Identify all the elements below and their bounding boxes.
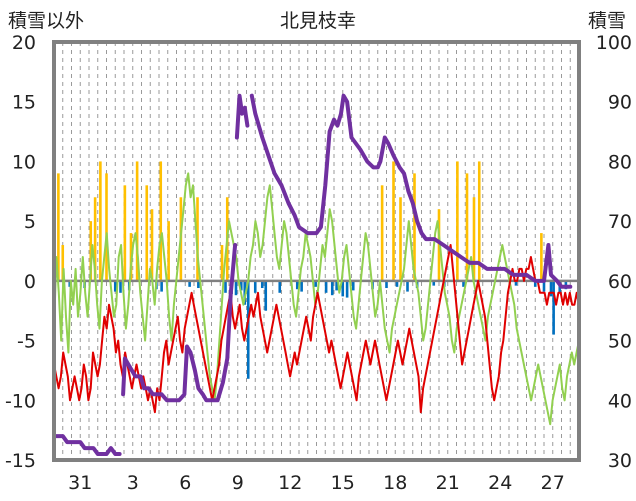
snowfall-bar — [220, 245, 224, 281]
precip-bar — [324, 280, 328, 293]
plot-frame — [52, 40, 581, 462]
precip-bar — [113, 280, 117, 292]
left-axis-label: 積雪以外 — [8, 10, 84, 32]
snowfall-bar — [99, 161, 102, 281]
precip-bar — [514, 280, 518, 286]
precip-bar — [246, 280, 250, 379]
right-tick-label: 80 — [608, 151, 632, 173]
left-tick-label: 10 — [12, 151, 36, 173]
precip-bar — [314, 280, 317, 287]
x-tick-label: 6 — [179, 472, 191, 494]
precip-bar — [385, 280, 388, 289]
snowfall-bar — [159, 161, 163, 281]
left-tick-label: 15 — [12, 92, 36, 114]
precip-bar — [462, 280, 465, 287]
precip-bar — [552, 280, 555, 335]
precip-bar — [335, 280, 338, 291]
precip-bar — [197, 280, 200, 289]
x-tick-label: 24 — [488, 472, 512, 494]
precip-bar — [330, 280, 334, 296]
precip-bar — [406, 280, 409, 292]
left-axis-ticks: 20 15 10 5 0 -5 -10 -15 — [5, 32, 36, 472]
right-axis-label: 積雪 — [588, 10, 626, 32]
left-tick-label: -5 — [17, 331, 36, 353]
x-tick-label: 15 — [331, 472, 355, 494]
precip-bar — [351, 280, 355, 291]
snowfall-bar — [399, 197, 402, 281]
right-tick-label: 50 — [608, 331, 632, 353]
precip-bar — [239, 280, 243, 291]
snowfall-bar — [150, 209, 154, 281]
precip-bar — [234, 280, 238, 296]
chart-title: 北見枝幸 — [280, 10, 356, 32]
x-tick-label: 12 — [278, 472, 302, 494]
precip-bar — [345, 280, 349, 298]
precip-bar — [542, 280, 546, 292]
precip-bar — [224, 280, 227, 293]
left-tick-label: 5 — [24, 211, 36, 233]
right-tick-label: 30 — [608, 450, 632, 472]
snowfall-bar — [105, 173, 108, 281]
precip-bar — [253, 280, 257, 293]
right-tick-label: 90 — [608, 92, 632, 114]
precip-bar — [300, 280, 303, 292]
x-tick-label: 21 — [436, 472, 460, 494]
precip-bar — [160, 280, 163, 292]
snowfall-bar — [123, 185, 127, 281]
snowfall-bar — [380, 185, 384, 281]
snowfall-bar — [167, 221, 170, 281]
snowfall-bar — [540, 233, 543, 281]
left-tick-label: -15 — [5, 450, 36, 472]
snow-depth-line — [121, 243, 238, 403]
precip-bar — [188, 280, 191, 287]
precip-bar — [278, 280, 282, 293]
precip-bar — [260, 280, 264, 289]
snowfall-bar — [89, 221, 93, 281]
x-axis-ticks: 31 3 6 9 12 15 18 21 24 27 — [68, 472, 565, 494]
left-tick-label: 0 — [24, 271, 36, 293]
left-tick-label: -10 — [5, 390, 36, 412]
right-tick-label: 60 — [608, 271, 632, 293]
series-lines — [52, 93, 580, 456]
left-tick-label: 20 — [12, 32, 36, 54]
precip-bar — [549, 280, 553, 297]
right-tick-label: 100 — [596, 32, 632, 54]
snowfall-bar — [61, 245, 65, 281]
precip-bar — [295, 280, 299, 290]
snowfall-bar — [392, 161, 395, 281]
x-tick-label: 18 — [383, 472, 407, 494]
precip-bar — [341, 280, 345, 297]
right-axis-ticks: 100 90 80 70 60 50 40 30 — [596, 32, 632, 472]
snowfall-bar — [135, 161, 139, 281]
x-tick-label: 31 — [68, 472, 92, 494]
right-tick-label: 70 — [608, 211, 632, 233]
precip-bar — [243, 280, 247, 305]
snowfall-bar — [456, 161, 459, 281]
snowfall-bar — [93, 197, 97, 281]
precip-bar — [533, 280, 537, 287]
snow-depth-line — [234, 93, 250, 140]
x-tick-label: 27 — [541, 472, 565, 494]
x-tick-label: 9 — [232, 472, 244, 494]
snowfall-bar — [465, 173, 469, 281]
snow-depth-line — [249, 93, 573, 289]
right-tick-label: 40 — [608, 390, 632, 412]
precip-bar — [432, 280, 436, 286]
snowfall-bar — [472, 197, 476, 281]
precip-bar — [264, 280, 268, 311]
snow-depth-line — [52, 434, 122, 456]
precip-bar — [119, 280, 122, 293]
x-tick-label: 3 — [127, 472, 139, 494]
snowfall-bar — [145, 185, 149, 281]
snowfall-bar — [477, 161, 481, 281]
snowfall-bar — [57, 173, 60, 281]
precip-bar — [395, 280, 399, 287]
snowfall-bar — [413, 173, 416, 281]
